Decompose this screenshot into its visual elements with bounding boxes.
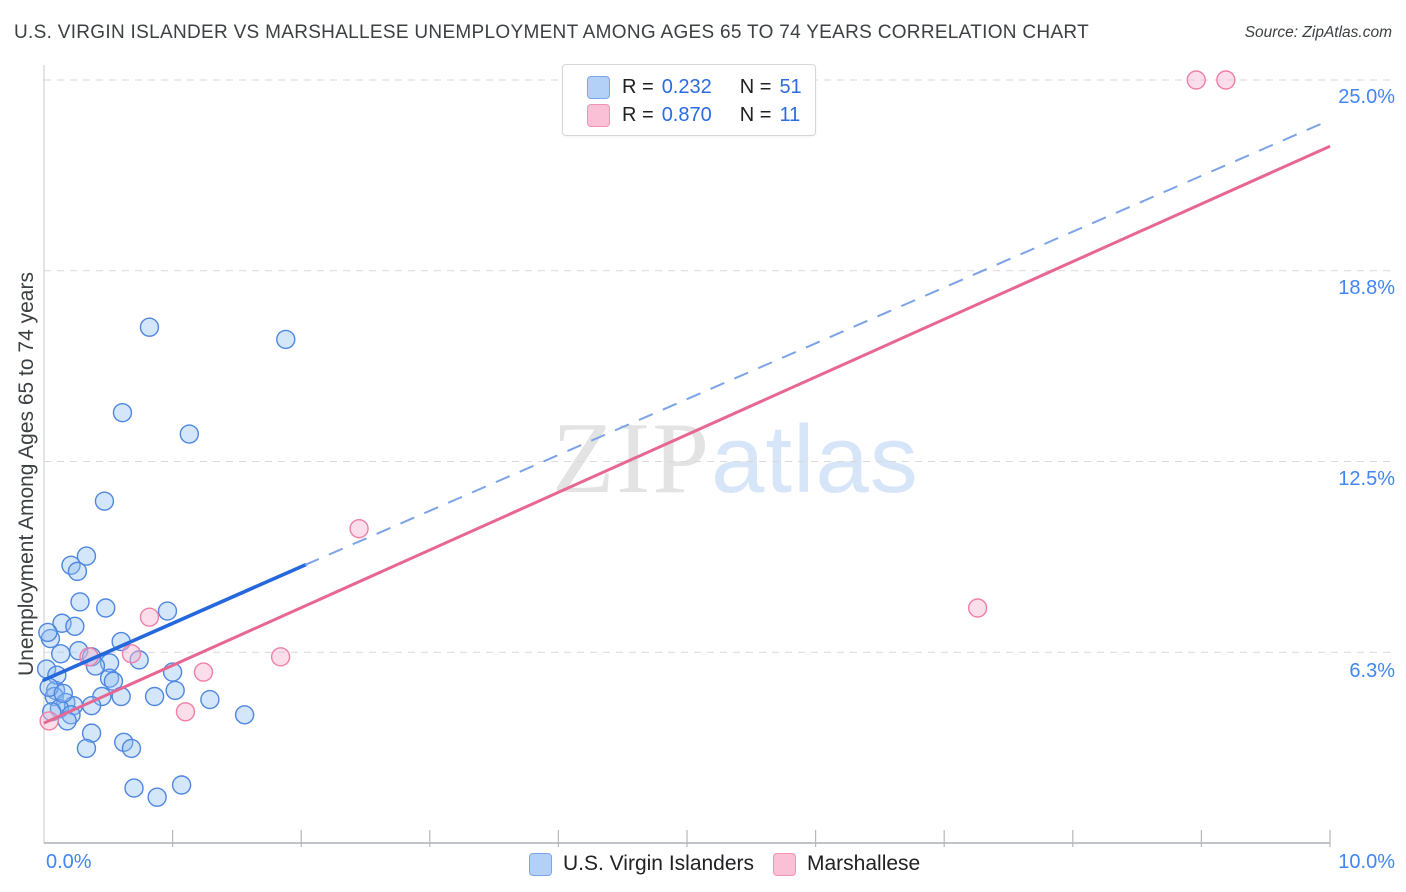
virgin-islanders-point[interactable] [121, 738, 142, 759]
virgin-islanders-point[interactable] [81, 723, 102, 743]
virgin-islanders-swatch-icon [529, 852, 552, 876]
virgin-islanders-point[interactable] [114, 732, 134, 752]
legend-row-virgin-islanders: R = 0.232 N = 51 [587, 74, 815, 100]
virgin-islanders-swatch-icon [587, 75, 610, 99]
virgin-islanders-point[interactable] [144, 686, 165, 707]
marshallese-point[interactable] [1216, 70, 1236, 90]
virgin-islanders-point[interactable] [171, 775, 192, 795]
y-tick-label-25: 25.0% [1338, 86, 1395, 108]
virgin-islanders-point[interactable] [129, 650, 149, 670]
marshallese-point[interactable] [193, 662, 214, 682]
virgin-islanders-point[interactable] [76, 546, 97, 566]
zipatlas-watermark: ZIPatlas [552, 408, 919, 510]
y-tick-label-6-3: 6.3% [1349, 660, 1395, 682]
virgin-islanders-point[interactable] [165, 680, 185, 701]
y-tick-label-18-8: 18.8% [1338, 277, 1395, 299]
legend-row-marshallese: R = 0.870 N = 11 [587, 102, 815, 128]
y-axis-title: Unemployment Among Ages 65 to 74 years [15, 272, 38, 676]
virgin-islanders-point[interactable] [76, 738, 97, 759]
virgin-islanders-point[interactable] [65, 616, 85, 637]
virgin-islanders-trend-line [42, 563, 307, 682]
watermark-atlas-text: atlas [711, 406, 919, 513]
bottom-legend-marshallese[interactable]: Marshallese [773, 852, 920, 876]
virgin-islanders-point[interactable] [53, 683, 73, 704]
y-tick-label-12-5: 12.5% [1338, 468, 1395, 490]
virgin-islanders-point[interactable] [124, 778, 144, 798]
virgin-islanders-point[interactable] [157, 601, 178, 621]
virgin-islanders-point[interactable] [67, 561, 88, 582]
r-value: 0.232 [661, 75, 712, 98]
marshallese-point[interactable] [270, 647, 291, 667]
page-title: U.S. VIRGIN ISLANDER VS MARSHALLESE UNEM… [14, 22, 1090, 43]
bottom-legend-label: U.S. Virgin Islanders [563, 852, 755, 875]
virgin-islanders-point[interactable] [103, 671, 124, 691]
marshallese-point[interactable] [1186, 70, 1206, 90]
marshallese-swatch-icon [587, 103, 610, 127]
virgin-islanders-point[interactable] [70, 592, 90, 612]
virgin-islanders-point[interactable] [200, 689, 220, 710]
virgin-islanders-point[interactable] [147, 787, 167, 807]
n-value: 11 [779, 103, 801, 126]
virgin-islanders-point[interactable] [139, 317, 160, 337]
marshallese-point[interactable] [121, 644, 142, 664]
virgin-islanders-point[interactable] [234, 705, 255, 725]
marshallese-point[interactable] [967, 598, 988, 618]
r-label: R = [622, 75, 654, 98]
r-label: R = [622, 103, 654, 126]
virgin-islanders-point[interactable] [112, 402, 133, 423]
virgin-islanders-point[interactable] [276, 329, 296, 350]
x-axis-min-label: 0.0% [46, 851, 92, 873]
marshallese-point[interactable] [349, 518, 369, 539]
n-value: 51 [779, 75, 802, 98]
marshallese-point[interactable] [139, 607, 160, 627]
virgin-islanders-point[interactable] [94, 491, 115, 511]
marshallese-swatch-icon [773, 852, 796, 876]
virgin-islanders-trend-line-extension [304, 119, 1331, 566]
r-value: 0.870 [661, 103, 712, 126]
x-axis-max-label: 10.0% [1338, 851, 1395, 873]
n-label: N = [739, 75, 772, 98]
marshallese-trend-line [43, 144, 1331, 725]
virgin-islanders-point[interactable] [99, 653, 120, 673]
bottom-legend-virgin-islanders[interactable]: U.S. Virgin Islanders [529, 852, 754, 876]
virgin-islanders-point[interactable] [179, 424, 200, 444]
marshallese-point[interactable] [175, 702, 196, 722]
correlation-legend-box: R = 0.232 N = 51 R = 0.870 N = 11 [562, 64, 816, 136]
source-attribution: Source: ZipAtlas.com [1244, 24, 1392, 41]
virgin-islanders-point[interactable] [96, 598, 116, 618]
virgin-islanders-point[interactable] [51, 644, 71, 664]
bottom-legend-label: Marshallese [807, 852, 921, 875]
n-label: N = [739, 103, 772, 126]
virgin-islanders-point[interactable] [38, 622, 58, 643]
